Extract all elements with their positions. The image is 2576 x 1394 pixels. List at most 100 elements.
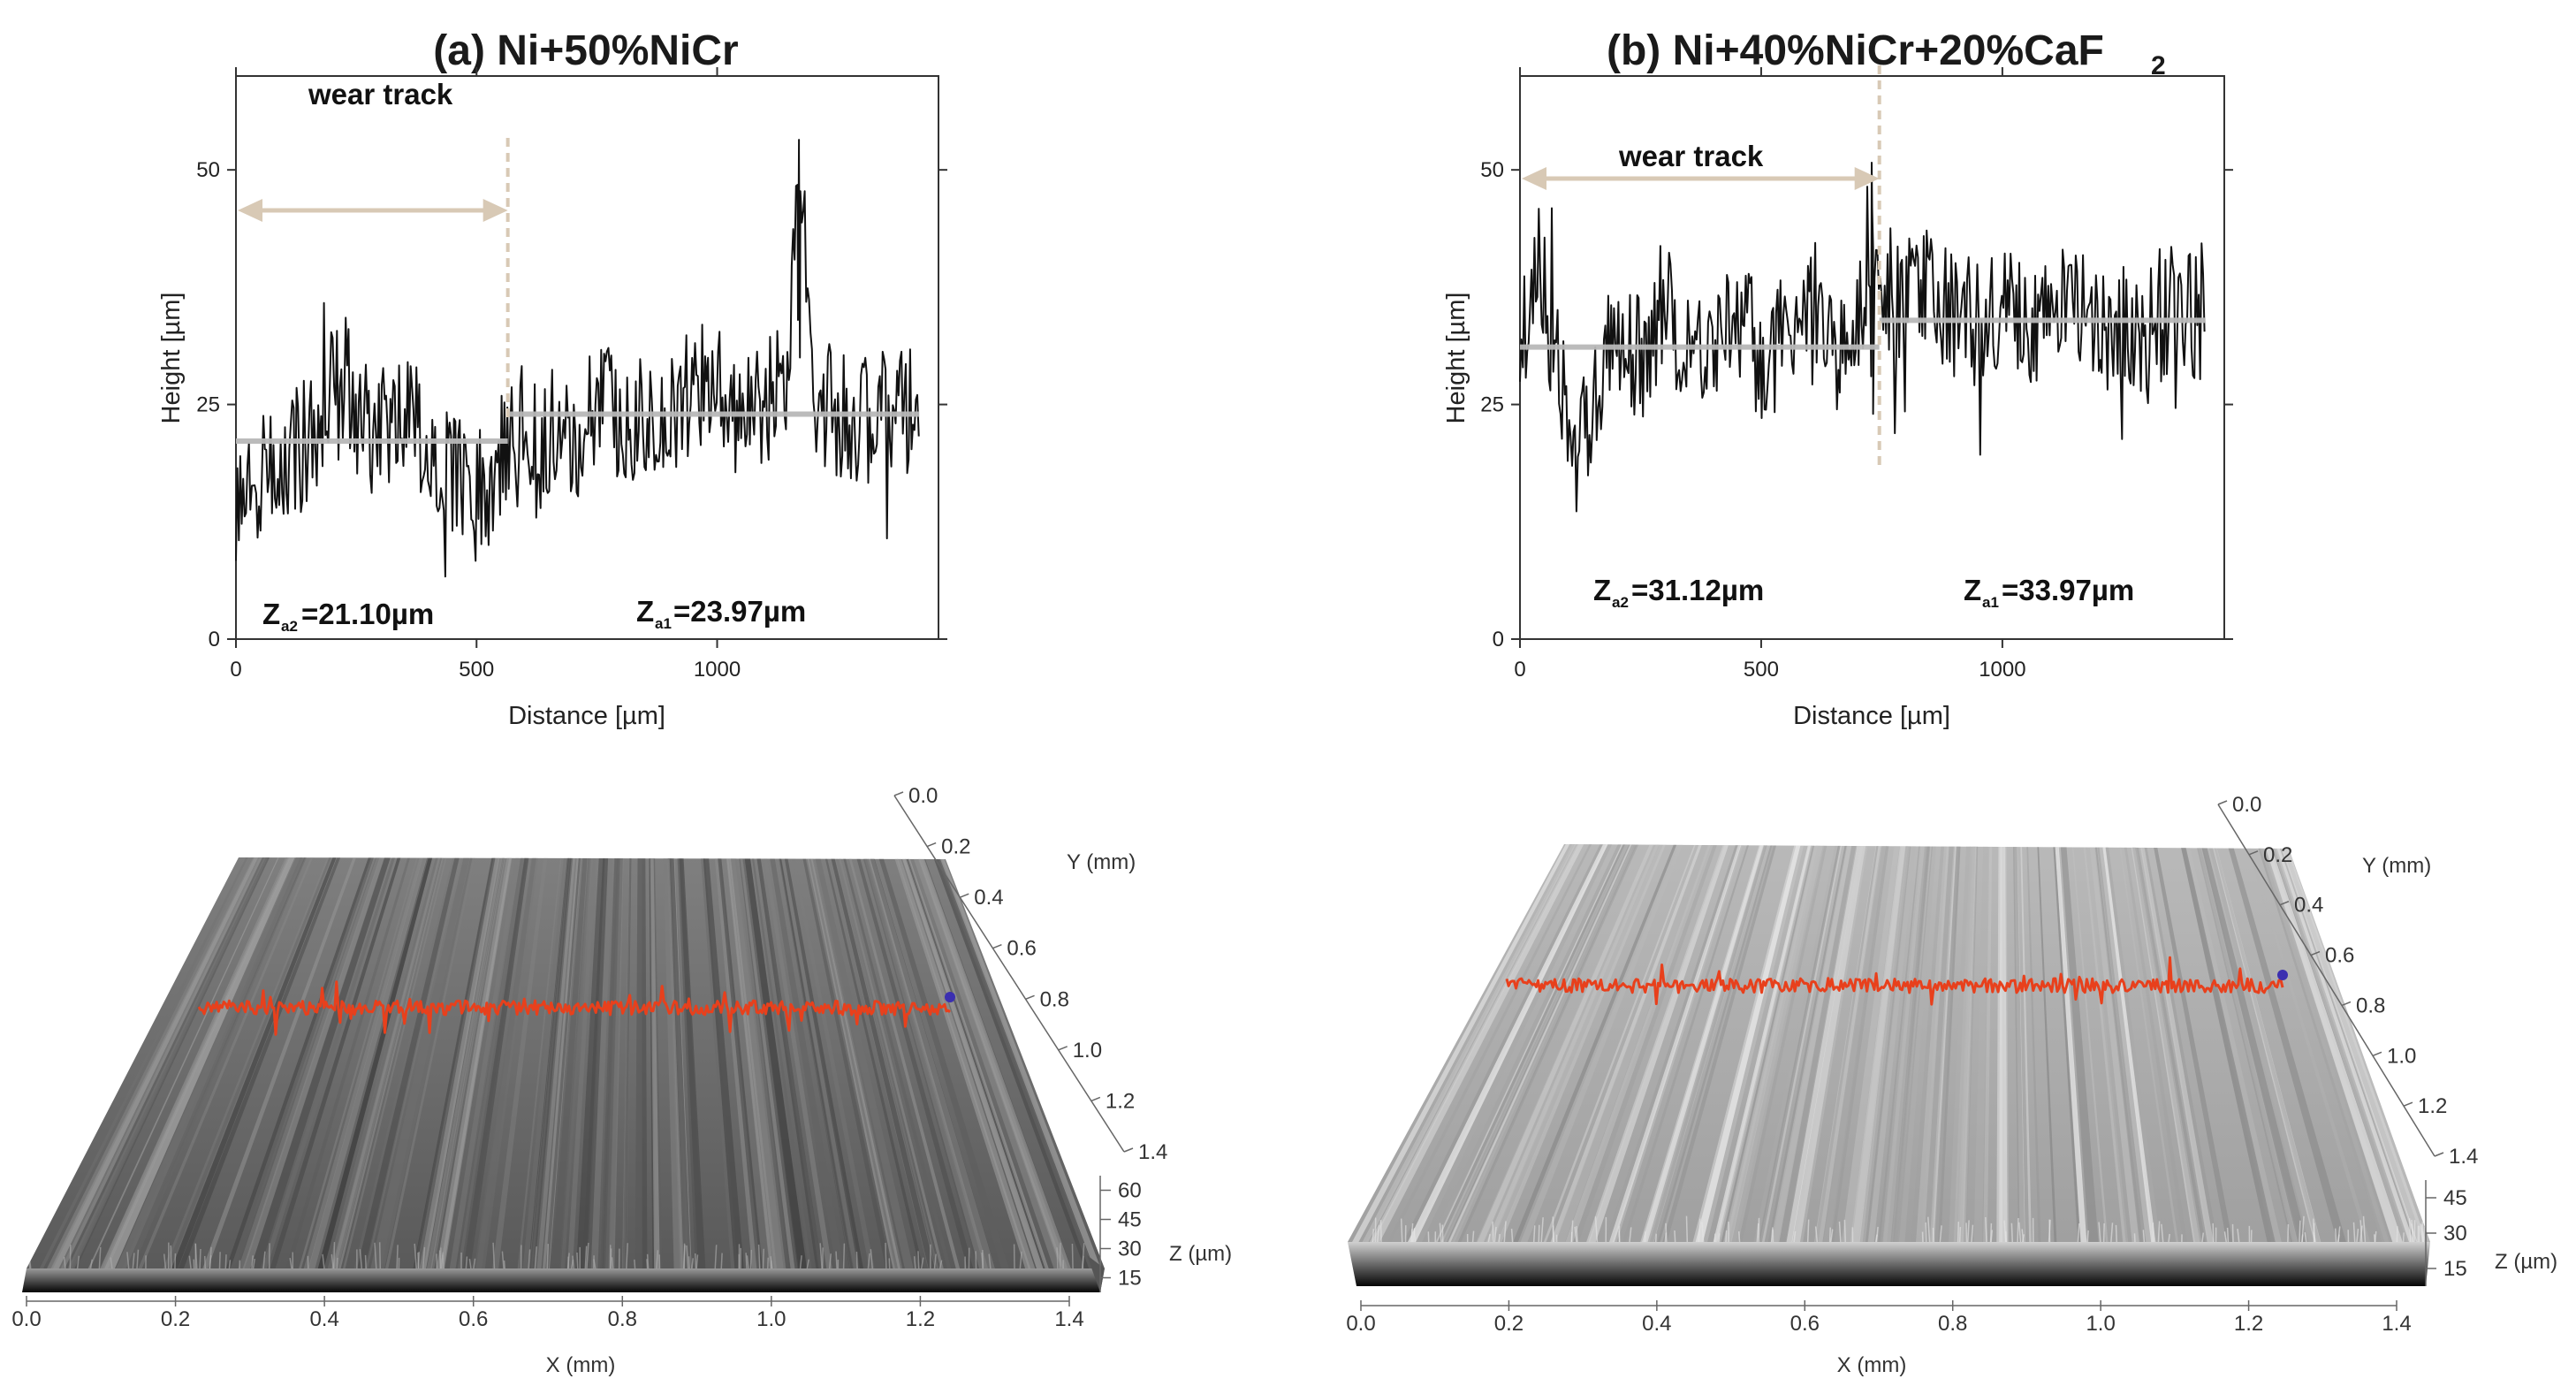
surface-a-texture-stripe [938,857,1101,1268]
surface-b-peak [2010,1223,2013,1242]
surface-b-texture-stripe [1363,844,1577,1242]
panel-a-ylabel: Height [µm] [157,293,186,424]
surface-b-peak [1376,1224,1380,1242]
surface-b-texture-stripe [2105,844,2161,1242]
surface-a-texture-stripe [128,857,307,1268]
surface-b-peak [1756,1223,1759,1242]
surface-b-peak [2237,1228,2240,1242]
surface-b-texture-stripe [2053,844,2081,1242]
surface-a-texture-stripe [847,857,961,1268]
surface-a-peak [920,1257,924,1268]
surface-b-peak [1685,1215,1689,1242]
panel-b-z2-sub: a2 [1612,594,1629,611]
surface-b-peak [2017,1217,2019,1242]
panel-b-xtick-label: 500 [1744,658,1779,682]
surface-a-texture-stripe [365,857,463,1268]
surface-a-axes: 0.0 0.2 0.4 0.6 0.8 1.0 1.2 1.4 0.0 0.2 0.4 0.6 0.8 1… [11,784,1167,1331]
surface-a-texture-stripe [824,857,923,1268]
panel-b-xtick-label: 0 [1514,658,1525,682]
panel-b-profile-line [1519,162,2206,513]
surface-b-texture-stripe [1520,844,1684,1242]
surface-b-y-tick [2310,950,2321,956]
surface-b-texture-stripe [1608,844,1743,1242]
surface-b-texture-stripe [1896,844,1934,1242]
surface-b-texture-stripe [2083,844,2129,1242]
surface-a-texture-stripe [802,857,891,1268]
surface-a-texture-stripe [165,857,333,1268]
panel-b-title-subscript: 2 [2151,51,2166,80]
panel-b-wear-track-arrowhead-left [1522,167,1546,190]
surface-b-texture-stripe [1867,844,1917,1242]
surface-a-texture-stripe [621,857,632,1268]
surface-b-texture-stripe [1443,844,1631,1242]
surface-b-texture-stripe [1953,844,1976,1242]
surface-b-texture-stripe [1369,844,1582,1242]
surface-a-peak [76,1255,80,1268]
surface-a-peak [89,1259,93,1268]
surface-a-peak [492,1242,496,1268]
surface-a-y-tick [1025,994,1035,1000]
surface-a-texture-stripe [779,857,854,1268]
surface-b-texture-stripe [1550,844,1704,1242]
surface-b-texture-stripe [1878,844,1921,1242]
surface-b-peak [2352,1222,2356,1242]
surface-a-peak [757,1244,761,1268]
surface-b-texture-stripe [2152,844,2233,1242]
surface-a-texture-stripe [635,857,643,1268]
surface-a-peak [855,1252,858,1268]
surface-a-texture-stripe [230,857,376,1268]
surface-b-texture-stripe [2098,844,2154,1242]
surface-b-texture-stripe [1430,844,1623,1242]
surface-b-texture-stripe [2123,844,2188,1242]
surface-a-texture-stripe [835,857,939,1268]
surface-b-y-tick-label: 0.0 [2232,793,2261,817]
surface-a-texture-stripe [895,857,1036,1268]
surface-a-peak [746,1255,749,1268]
surface-a-peak [468,1259,472,1268]
surface-a-texture-stripe [720,857,771,1268]
surface-b-texture-stripe [1916,844,1950,1242]
surface-a-peak [1019,1251,1022,1268]
surface-b-peak [2313,1232,2316,1242]
surface-b-texture-stripe [2257,844,2390,1242]
surface-b-texture-stripe [1791,844,1867,1242]
surface-a-peak [438,1250,442,1268]
surface-a-texture-stripe [730,857,786,1268]
surface-b-peak [1737,1231,1741,1242]
surface-b-peak [1793,1230,1797,1242]
surface-a-texture-stripe [917,857,1071,1268]
surface-a-x-tick-label: 0.2 [161,1307,190,1331]
surface-a-texture-stripe [830,857,935,1268]
surface-a-base [22,1268,1105,1292]
surface-b-y-label: Y (mm) [2362,854,2431,878]
panel-b-ytick-label: 0 [1493,628,1504,651]
surface-b-texture-stripe [1695,844,1802,1242]
surface-a-texture-stripe [327,857,443,1268]
surface-a-peak [136,1249,140,1268]
surface-b-texture-stripe [1735,844,1828,1242]
surface-a-texture-stripe [545,857,581,1268]
surface-b-peak [1674,1230,1676,1242]
surface-a-peak [414,1243,417,1268]
panel-b-z2-annotation: Z a2 =31.12µm [1593,574,1764,611]
surface-a-z-label: Z (µm) [1169,1242,1232,1266]
surface-a-peak [336,1257,338,1268]
surface-b-peak [2157,1221,2161,1242]
surface-b-texture-stripe [2210,844,2319,1242]
surface-b-peak [1439,1223,1442,1242]
panel-a-wear-track-arrowhead-left [238,199,262,222]
surface-b-texture-stripe [2089,844,2139,1242]
surface-a-peak [694,1253,697,1268]
surface-b-texture-stripe [2055,844,2087,1242]
surface-a-texture-stripe [238,857,382,1268]
surface-a-x-tick-label: 0.4 [309,1307,338,1331]
surface-a-peak [465,1256,468,1268]
surface-a-texture-stripe [315,857,434,1268]
surface-a-texture-stripe [667,857,691,1268]
surface-a-red-profile [197,980,955,1036]
surface-a-texture-stripe [426,857,505,1268]
surface-a-texture-stripe [878,857,1009,1268]
surface-a-peak [251,1255,254,1268]
surface-a-peak [98,1246,102,1268]
